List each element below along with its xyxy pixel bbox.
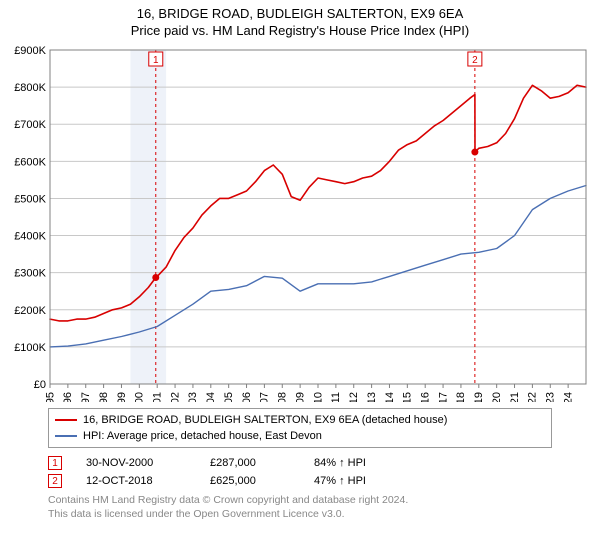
svg-text:2014: 2014 [384, 392, 396, 402]
svg-text:1996: 1996 [62, 392, 74, 402]
svg-text:2024: 2024 [562, 392, 574, 402]
svg-text:2022: 2022 [527, 392, 539, 402]
attribution: Contains HM Land Registry data © Crown c… [48, 494, 552, 521]
svg-text:2016: 2016 [420, 392, 432, 402]
svg-text:1999: 1999 [116, 392, 128, 402]
legend: 16, BRIDGE ROAD, BUDLEIGH SALTERTON, EX9… [48, 408, 552, 448]
svg-text:£800K: £800K [14, 82, 46, 94]
chart-title-desc: Price paid vs. HM Land Registry's House … [8, 23, 592, 38]
event-price-1: £287,000 [210, 457, 290, 469]
svg-text:2017: 2017 [437, 392, 449, 402]
event-pct-1: 84% ↑ HPI [314, 457, 366, 469]
svg-text:2011: 2011 [330, 392, 342, 402]
legend-label-property: 16, BRIDGE ROAD, BUDLEIGH SALTERTON, EX9… [83, 414, 447, 426]
chart-svg: £0 £100K £200K £300K £400K £500K £600K £700K £80… [8, 42, 592, 402]
svg-text:2021: 2021 [509, 392, 521, 402]
svg-text:£500K: £500K [14, 193, 46, 205]
svg-text:2012: 2012 [348, 392, 360, 402]
svg-text:2009: 2009 [294, 392, 306, 402]
event-row-1: 1 30-NOV-2000 £287,000 84% ↑ HPI [48, 454, 552, 472]
legend-swatch-hpi [55, 435, 77, 437]
svg-text:1995: 1995 [44, 392, 56, 402]
svg-text:1998: 1998 [98, 392, 110, 402]
svg-text:2013: 2013 [366, 392, 378, 402]
event-date-2: 12-OCT-2018 [86, 475, 186, 487]
svg-text:£700K: £700K [14, 119, 46, 131]
svg-text:2004: 2004 [205, 392, 217, 402]
event-marker-2: 2 [48, 474, 62, 488]
svg-text:£300K: £300K [14, 268, 46, 280]
attribution-line1: Contains HM Land Registry data © Crown c… [48, 494, 552, 508]
svg-text:£400K: £400K [14, 231, 46, 243]
svg-text:2002: 2002 [169, 392, 181, 402]
svg-text:2: 2 [472, 55, 478, 66]
svg-text:2010: 2010 [312, 392, 324, 402]
svg-text:2006: 2006 [241, 392, 253, 402]
legend-label-hpi: HPI: Average price, detached house, East… [83, 430, 322, 442]
svg-text:£900K: £900K [14, 45, 46, 57]
svg-text:£0: £0 [34, 379, 46, 391]
event-row-2: 2 12-OCT-2018 £625,000 47% ↑ HPI [48, 472, 552, 490]
svg-text:2015: 2015 [402, 392, 414, 402]
event-pct-2: 47% ↑ HPI [314, 475, 366, 487]
svg-text:2019: 2019 [473, 392, 485, 402]
event-price-2: £625,000 [210, 475, 290, 487]
legend-item-hpi: HPI: Average price, detached house, East… [55, 428, 545, 444]
svg-text:£200K: £200K [14, 305, 46, 317]
svg-text:1997: 1997 [80, 392, 92, 402]
legend-item-property: 16, BRIDGE ROAD, BUDLEIGH SALTERTON, EX9… [55, 412, 545, 428]
svg-text:2005: 2005 [223, 392, 235, 402]
svg-text:£100K: £100K [14, 342, 46, 354]
svg-text:£600K: £600K [14, 156, 46, 168]
svg-text:2020: 2020 [491, 392, 503, 402]
svg-text:2023: 2023 [545, 392, 557, 402]
events-table: 1 30-NOV-2000 £287,000 84% ↑ HPI 2 12-OC… [48, 454, 552, 490]
event-marker-1: 1 [48, 456, 62, 470]
attribution-line2: This data is licensed under the Open Gov… [48, 508, 552, 522]
chart: £0 £100K £200K £300K £400K £500K £600K £700K £80… [8, 42, 592, 402]
svg-text:2007: 2007 [259, 392, 271, 402]
legend-swatch-property [55, 419, 77, 421]
svg-text:2008: 2008 [277, 392, 289, 402]
svg-text:2001: 2001 [151, 392, 163, 402]
svg-text:1: 1 [153, 55, 159, 66]
svg-text:2003: 2003 [187, 392, 199, 402]
svg-text:2000: 2000 [134, 392, 146, 402]
event-date-1: 30-NOV-2000 [86, 457, 186, 469]
svg-text:2018: 2018 [455, 392, 467, 402]
chart-title-address: 16, BRIDGE ROAD, BUDLEIGH SALTERTON, EX9… [8, 6, 592, 21]
